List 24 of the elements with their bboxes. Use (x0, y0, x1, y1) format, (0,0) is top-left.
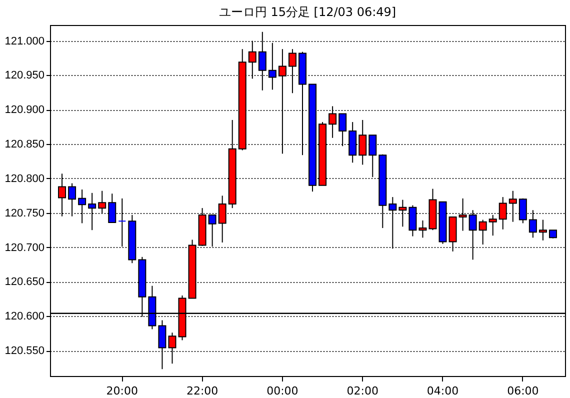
y-tick-label: 120.800 (4, 172, 44, 185)
y-tick-label: 120.850 (4, 138, 44, 151)
x-tick-label: 20:00 (106, 384, 138, 398)
y-tick-label: 120.750 (4, 207, 44, 220)
y-tick-label: 120.600 (4, 310, 44, 323)
x-tick-label: 04:00 (426, 384, 459, 398)
candlestick (418, 220, 427, 238)
candlestick (158, 320, 166, 370)
x-tick-label: 02:00 (346, 384, 378, 398)
candlestick (68, 182, 76, 217)
y-tick-label: 120.950 (4, 70, 44, 82)
y-tick-label: 120.650 (4, 276, 44, 288)
candlestick (478, 219, 487, 246)
y-tick-label: 121.000 (4, 35, 44, 48)
x-tick-label: 06:00 (507, 384, 539, 398)
y-tick-label: 120.700 (4, 242, 44, 254)
x-tick-label: 00:00 (266, 384, 298, 398)
y-tick-label: 120.550 (4, 345, 44, 358)
candlestick (508, 190, 517, 222)
x-tick-label: 22:00 (186, 384, 218, 398)
candlestick (538, 219, 547, 241)
y-tick-label: 120.900 (4, 104, 44, 116)
chart-title: ユーロ円 15分足 [12/03 06:49] (218, 5, 396, 19)
candlestick (488, 214, 497, 236)
